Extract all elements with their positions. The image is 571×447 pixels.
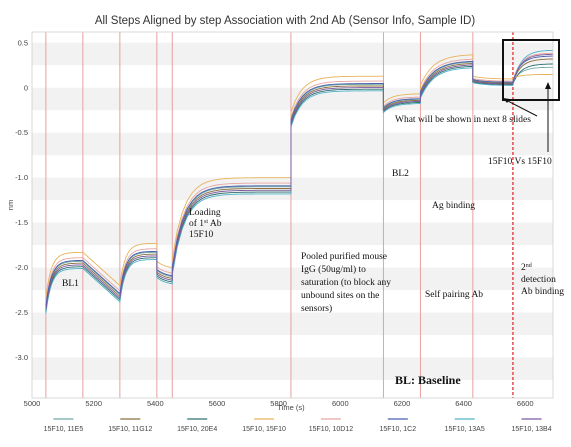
arrow-vs-head	[545, 82, 551, 89]
legend-label: 15F10, 11G12	[108, 426, 152, 433]
series-line	[45, 63, 553, 312]
legend-label: 15F10, 13B4	[512, 426, 552, 433]
annotation-bl1: BL1	[62, 279, 79, 289]
y-tick-label: -0.5	[15, 128, 28, 137]
legend: 15F10, 11E5 15F10, 11G12 15F10, 20E4 15F10,…	[44, 418, 552, 433]
y-tick-label: 0.5	[18, 38, 28, 47]
annotation-detection-line2: detection	[521, 275, 556, 285]
y-tick-label: -1.0	[15, 173, 28, 182]
x-tick-label: 6400	[455, 399, 472, 408]
y-tick-labels: 0.5 0 -0.5 -1.0 -1.5 -2.0 -2.5 -3.0	[15, 38, 28, 362]
annotation-baseline-legend: BL: Baseline	[395, 373, 461, 387]
annotation-pooled-line3: saturation (to block any	[301, 277, 391, 288]
grid-band	[32, 312, 553, 336]
y-tick-label: -3.0	[15, 353, 28, 362]
x-tick-label: 5800	[270, 399, 287, 408]
legend-label: 15F10, 11E5	[44, 426, 84, 433]
y-tick-label: -1.5	[15, 218, 28, 227]
x-tick-label: 5600	[209, 399, 226, 408]
y-tick-label: -2.0	[15, 263, 28, 272]
grid-band	[32, 132, 553, 156]
legend-label: 15F10, 20E4	[177, 426, 217, 433]
series-line	[45, 54, 554, 298]
annotation-15f10-vs-15f10: 15F10 Vs 15F10	[488, 157, 552, 167]
x-tick-label: 5400	[147, 399, 164, 408]
legend-label: 15F10, 1C2	[380, 426, 417, 433]
legend-label: 15F10, 15F10	[242, 426, 286, 433]
series-line	[45, 58, 553, 309]
plot-background	[32, 32, 553, 398]
step-boundaries	[45, 32, 514, 398]
x-tick-label: 6200	[394, 399, 411, 408]
y-axis-label: nm	[6, 200, 15, 210]
grid-band	[32, 267, 553, 291]
annotation-loading-line2: of 1st Ab	[189, 218, 222, 229]
grid-band	[32, 42, 553, 66]
highlight-box	[502, 39, 560, 101]
annotation-loading-line3: 15F10	[189, 230, 214, 240]
annotation-bl2: BL2	[392, 169, 409, 179]
x-tick-label: 6000	[332, 399, 349, 408]
series-line	[45, 55, 553, 306]
x-tick-label: 5000	[24, 399, 41, 408]
annotation-pooled-line4: unbound sites on the	[301, 291, 379, 301]
legend-label: 15F10, 13A5	[445, 426, 485, 433]
legend-label: 15F10, 10D12	[309, 426, 353, 433]
grid-bands	[32, 32, 553, 398]
grid-band	[32, 357, 553, 381]
series-line	[45, 49, 554, 314]
arrow-next-slides-head	[503, 98, 510, 103]
series-line	[45, 53, 553, 310]
annotation-pooled-line5: sensors)	[301, 303, 332, 314]
y-tick-label: 0	[24, 83, 28, 92]
series-line	[45, 52, 554, 303]
annotation-detection-line3: Ab binding	[521, 287, 564, 297]
annotation-loading-line1: Loading	[189, 208, 221, 218]
series-lines	[45, 49, 554, 314]
annotation-pooled-line2: IgG (50ug/ml) to	[301, 264, 366, 275]
grid-band	[32, 177, 553, 201]
x-tick-labels: 5000 5200 5400 5600 5800 6000 6200 6400 6600	[24, 399, 534, 408]
x-tick-label: 6600	[517, 399, 534, 408]
x-axis-label: Time (s)	[277, 403, 305, 412]
annotation-pooled-line1: Pooled purified mouse	[301, 251, 387, 262]
grid-band	[32, 222, 553, 246]
annotation-detection-line1: 2nd	[521, 263, 532, 273]
annotation-self-pairing: Self pairing Ab	[425, 289, 483, 300]
annotation-ag-binding: Ag binding	[432, 201, 475, 211]
chart-title: All Steps Aligned by step Association wi…	[95, 15, 476, 27]
annotation-next-slides: What will be shown in next 8 slides	[395, 115, 531, 125]
y-tick-label: -2.5	[15, 308, 28, 317]
arrow-next-slides	[505, 99, 538, 117]
x-tick-label: 5200	[85, 399, 102, 408]
plot-frame	[31, 31, 554, 399]
